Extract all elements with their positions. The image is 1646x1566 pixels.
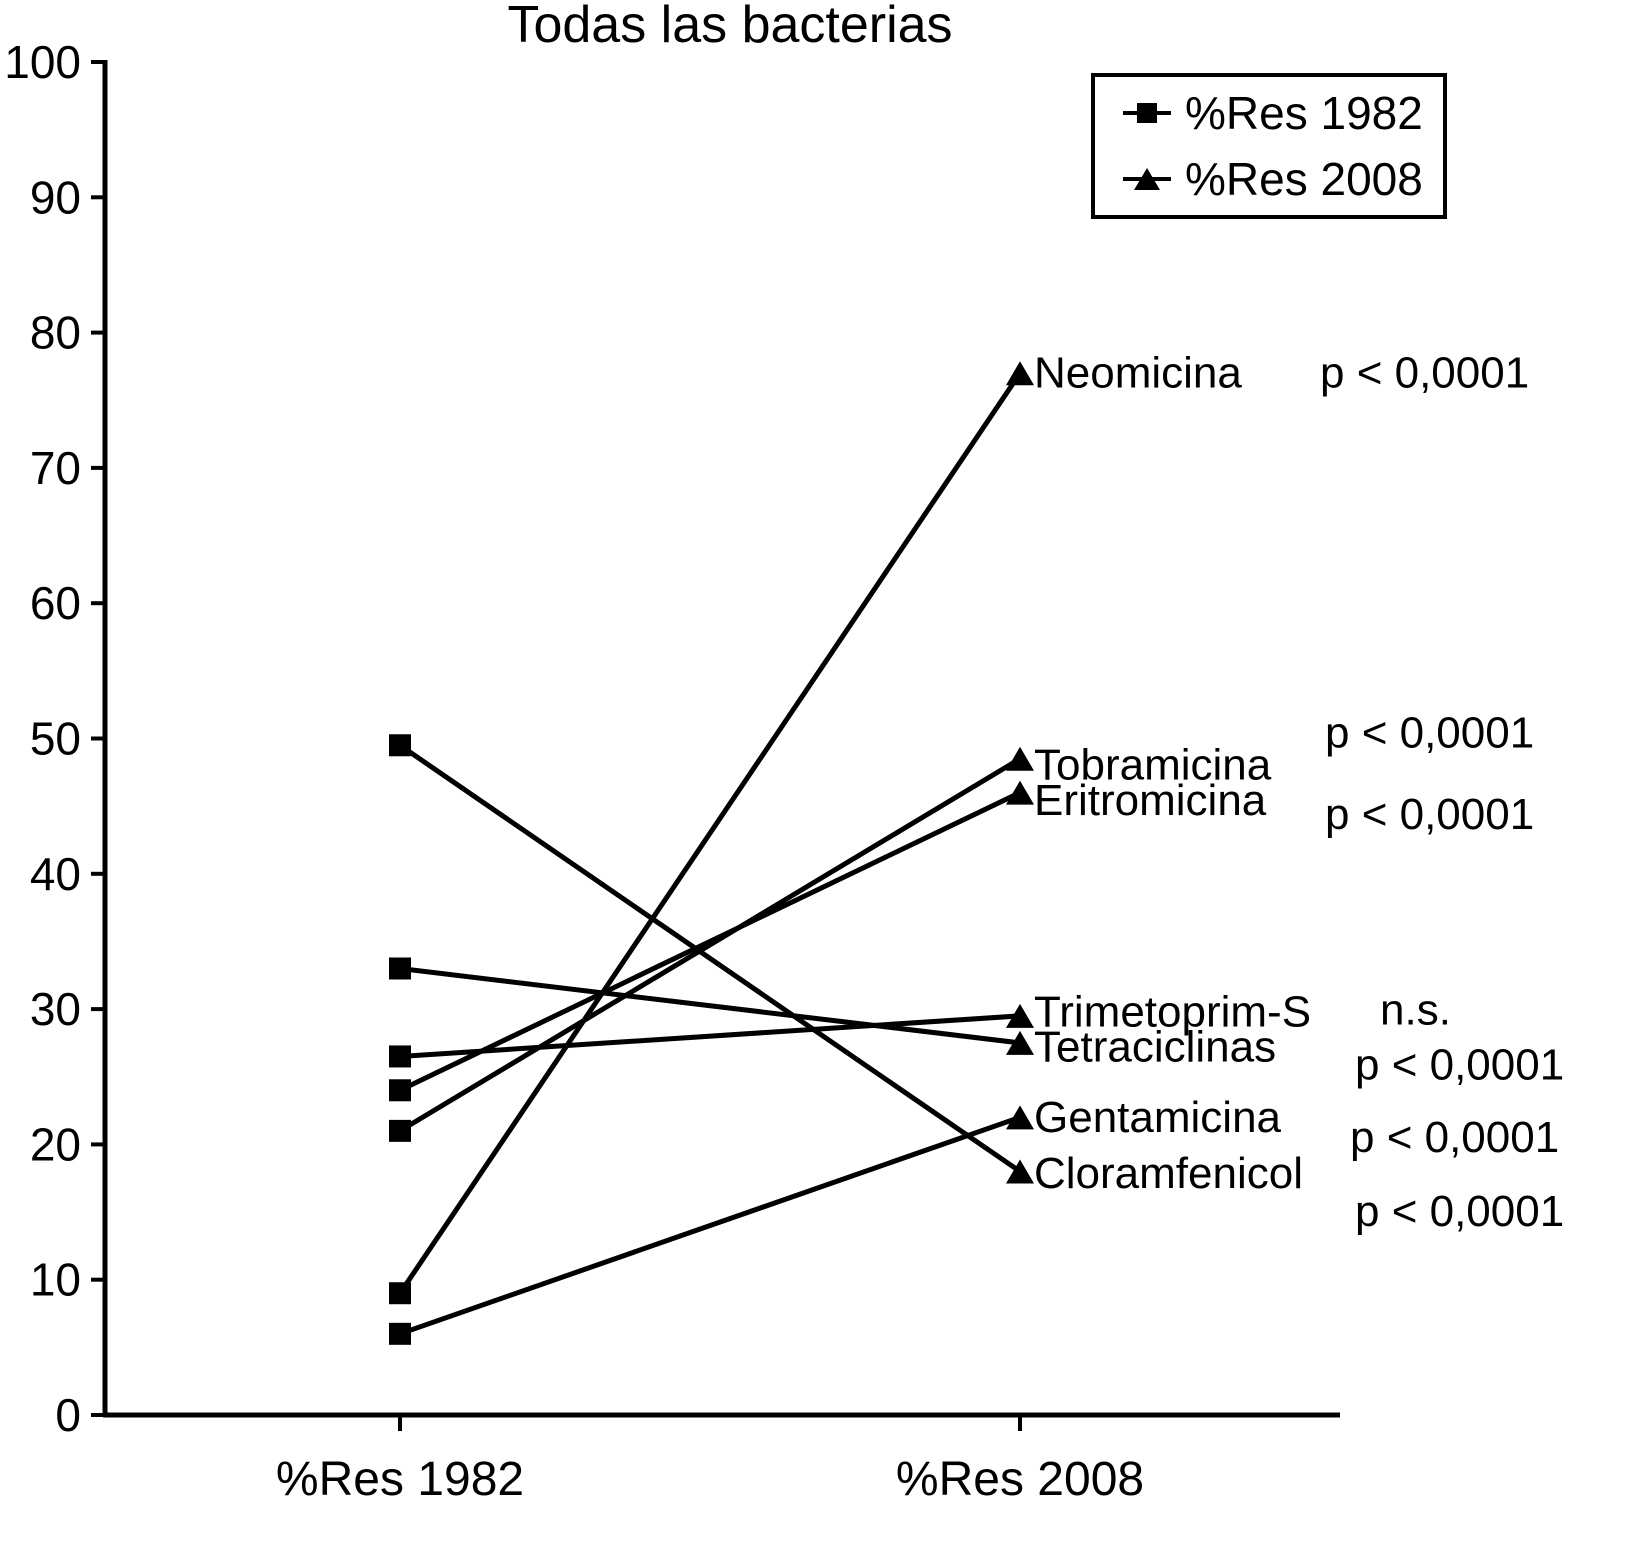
- triangle-marker-2008: [1006, 1159, 1034, 1184]
- x-category-label: %Res 1982: [276, 1453, 524, 1506]
- series-name-label: Trimetoprim-S: [1034, 987, 1311, 1036]
- series-line-eritromicina: [398, 790, 1022, 1093]
- triangle-marker-2008: [1006, 1105, 1034, 1130]
- series-line-neomicina: [397, 371, 1023, 1295]
- chart-title: Todas las bacterias: [507, 0, 952, 54]
- square-marker-1982: [389, 957, 411, 980]
- series-line-gentamicina: [399, 1114, 1021, 1337]
- square-marker-1982: [389, 1045, 411, 1068]
- square-marker-1982: [389, 734, 411, 757]
- y-tick-label: 60: [30, 577, 81, 629]
- series-name-label: Gentamicina: [1034, 1093, 1282, 1142]
- series-pvalue-label: p < 0,0001: [1355, 1040, 1564, 1089]
- triangle-marker-2008: [1006, 780, 1034, 805]
- y-tick-label: 90: [30, 171, 81, 223]
- series-pvalue-label: p < 0,0001: [1320, 349, 1529, 398]
- series-name-label: Tobramicina: [1034, 740, 1272, 789]
- series-pvalue-label: p < 0,0001: [1350, 1113, 1559, 1162]
- y-tick-label: 50: [30, 713, 81, 765]
- triangle-marker-2008: [1006, 746, 1034, 771]
- y-tick-label: 20: [30, 1118, 81, 1170]
- legend-triangle-icon: [1134, 168, 1160, 190]
- series-pvalue-label: p < 0,0001: [1355, 1187, 1564, 1236]
- series-name-label: Eritromicina: [1034, 776, 1267, 825]
- legend-box: [1091, 73, 1447, 219]
- legend-square-icon: [1137, 103, 1157, 123]
- series-pvalue-label: p < 0,0001: [1325, 708, 1534, 757]
- triangle-marker-2008: [1006, 1030, 1034, 1055]
- y-tick-label: 0: [55, 1389, 81, 1441]
- series-line-cloramfenicol: [398, 743, 1022, 1174]
- y-tick-label: 40: [30, 848, 81, 900]
- series-name-label: Neomicina: [1034, 349, 1242, 398]
- y-tick-label: 80: [30, 307, 81, 359]
- series-line-tobramicina: [398, 756, 1022, 1134]
- series-line-tetraciclinas: [399, 966, 1021, 1046]
- y-tick-label: 30: [30, 983, 81, 1035]
- square-marker-1982: [389, 1079, 411, 1102]
- series-pvalue-label: n.s.: [1380, 985, 1451, 1034]
- triangle-marker-2008: [1006, 361, 1034, 386]
- y-tick-label: 10: [30, 1254, 81, 1306]
- series-line-trimetoprim-s: [399, 1013, 1021, 1059]
- series-name-label: Tetraciclinas: [1034, 1022, 1276, 1071]
- y-tick-label: 70: [30, 442, 81, 494]
- series-pvalue-label: p < 0,0001: [1325, 790, 1534, 839]
- square-marker-1982: [389, 1282, 411, 1305]
- series-name-label: Cloramfenicol: [1034, 1149, 1303, 1198]
- square-marker-1982: [389, 1322, 411, 1345]
- legend-item-label: %Res 1982: [1185, 87, 1423, 139]
- legend-item-label: %Res 2008: [1185, 153, 1423, 205]
- square-marker-1982: [389, 1119, 411, 1142]
- y-tick-label: 100: [4, 36, 81, 88]
- triangle-marker-2008: [1006, 1003, 1034, 1028]
- x-category-label: %Res 2008: [896, 1453, 1144, 1506]
